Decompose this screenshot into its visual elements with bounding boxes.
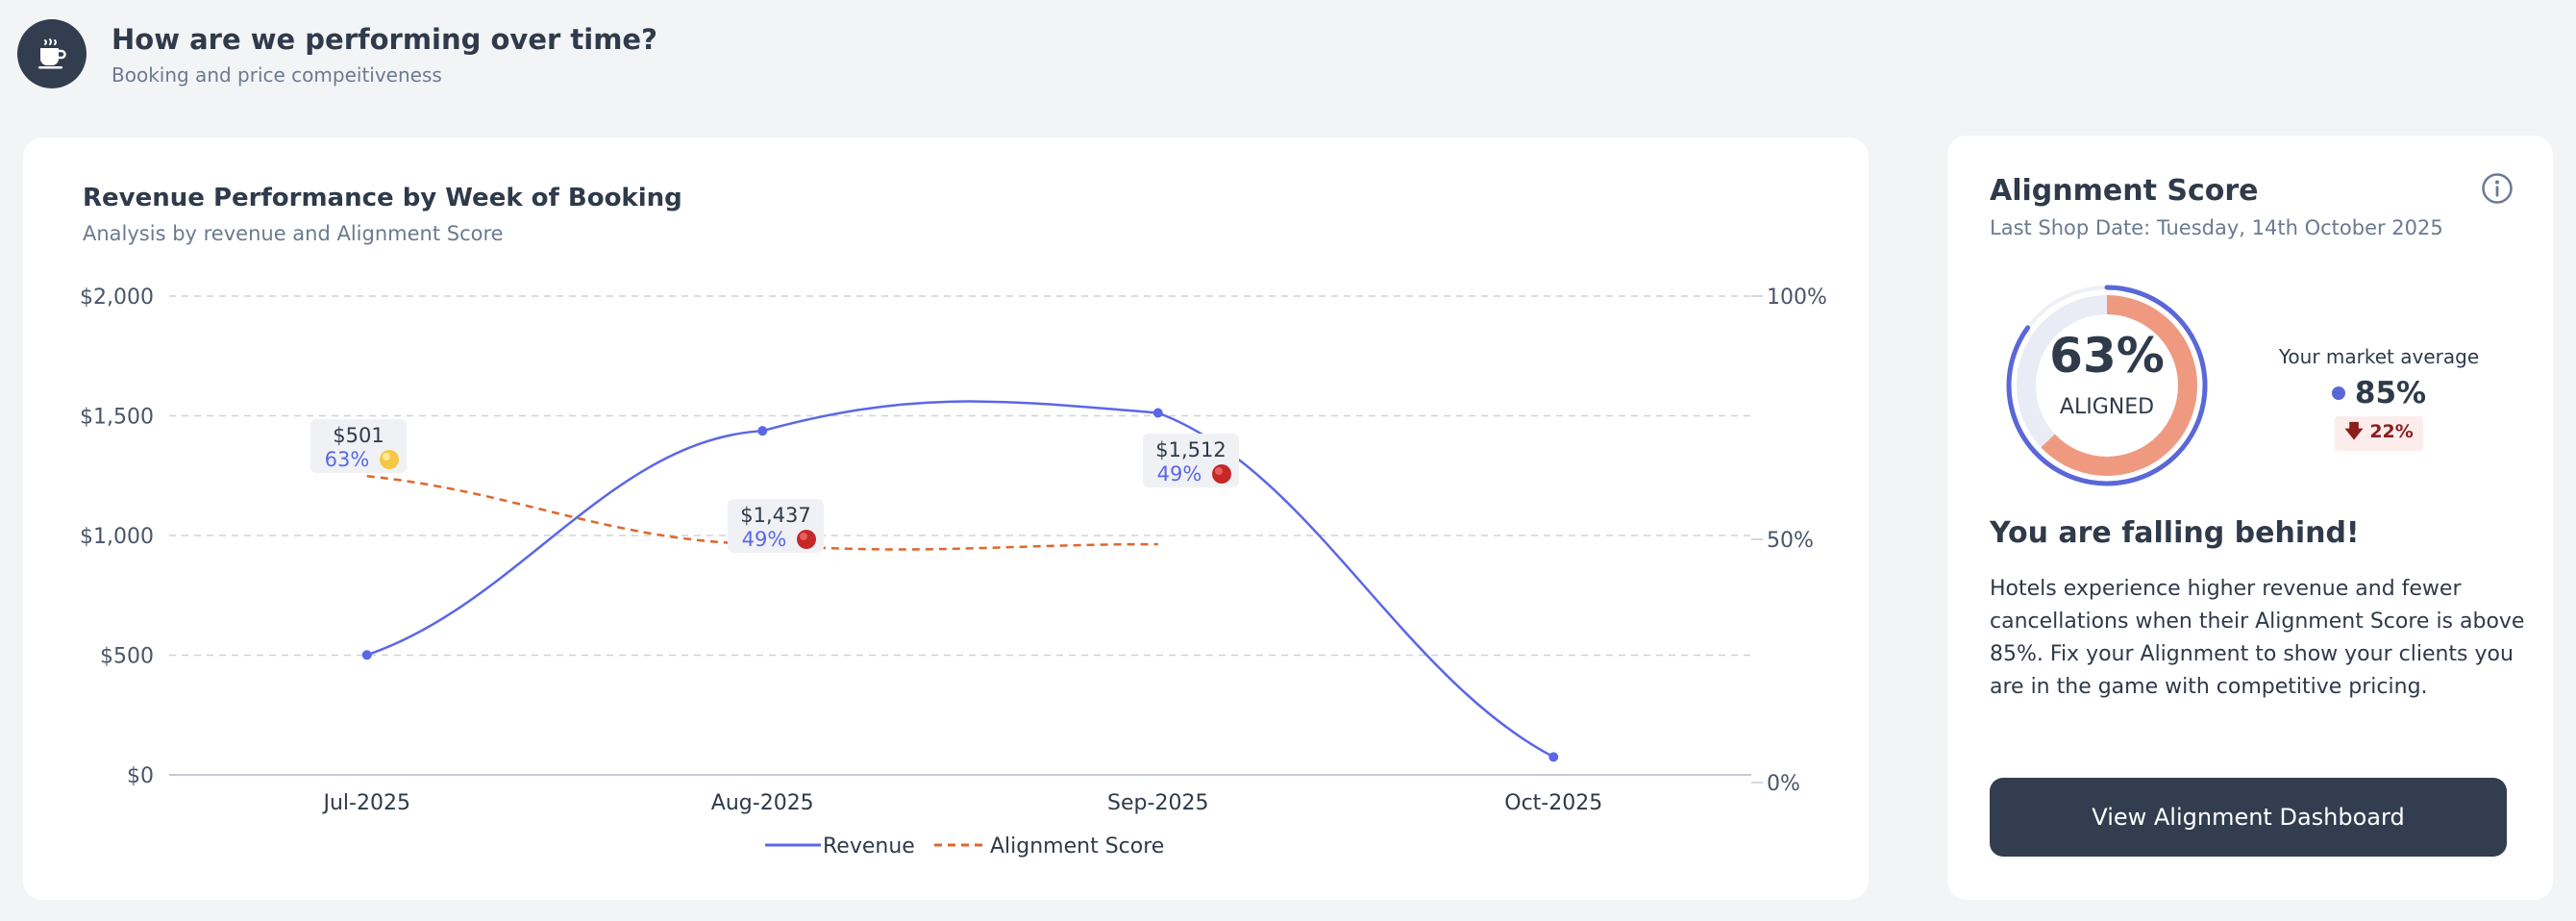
red-status-icon [797,530,816,549]
revenue-line [366,400,1554,759]
y-tick-label: $1,000 [80,525,154,549]
difference-badge: 🡇 22% [2335,416,2423,451]
revenue-point [757,426,768,436]
revenue-point [1152,408,1163,418]
alignment-score-arc [2017,295,2197,476]
status-title: You are falling behind! [1990,516,2360,550]
yellow-status-icon [380,450,399,469]
market-average-arc [2006,285,2208,486]
score-data-label: 49% [742,528,787,551]
x-tick-label: Sep-2025 [1107,791,1208,815]
red-status-icon [1212,464,1231,484]
alignment-title: Alignment Score [1990,174,2259,208]
page-title: How are we performing over time? [111,23,657,56]
status-text: Hotels experience higher revenue and few… [1990,577,2525,699]
y2-tick-label: 50% [1767,529,1814,553]
market-average-label: Your market average [2278,345,2480,368]
x-tick-label: Jul-2025 [322,791,410,815]
market-average-value: 85% [2354,376,2427,411]
alignment-score-value: 63% [2049,328,2165,384]
status-icon-highlight [800,533,807,540]
y-tick-label: $2,000 [80,286,154,310]
revenue-point [1548,752,1559,762]
market-dot-icon [2331,386,2345,400]
alignment-gauge: 63% ALIGNED [2003,282,2211,489]
score-data-label: 49% [1157,462,1202,485]
revenue-chart: $0 $500 $1,000 $1,500 $2,000 0% 50% 100% Jul-202… [80,286,1827,859]
revenue-data-label: $501 [333,424,384,447]
revenue-data-label: $1,512 [1155,438,1226,461]
chart-title: Revenue Performance by Week of Booking [83,184,682,212]
x-tick-label: Aug-2025 [711,791,814,815]
y-tick-label: $0 [127,764,154,788]
y-tick-label: $1,500 [80,406,154,430]
score-data-label: 63% [325,448,370,471]
last-shop-date: Last Shop Date: Tuesday, 14th October 20… [1990,216,2443,239]
status-icon-highlight [383,453,390,460]
chart-subtitle: Analysis by revenue and Alignment Score [83,222,504,245]
legend-revenue-label: Revenue [823,834,915,859]
page-header: How are we performing over time? Booking… [17,19,657,88]
info-icon[interactable] [2481,172,2514,205]
page-subtitle: Booking and price compeitiveness [111,63,442,87]
view-alignment-dashboard-button[interactable]: View Alignment Dashboard [1990,778,2507,857]
y-tick-label: $500 [100,645,154,669]
legend-score-label: Alignment Score [990,834,1164,859]
revenue-data-label: $1,437 [740,504,810,527]
status-icon-highlight [1215,467,1223,475]
revenue-point [361,650,372,660]
x-tick-label: Oct-2025 [1504,791,1602,815]
y2-tick-label: 100% [1767,286,1827,310]
revenue-chart-card: Revenue Performance by Week of Booking A… [23,137,1869,900]
alignment-score-caption: ALIGNED [2059,395,2155,419]
coffee-cup-icon [17,19,87,88]
market-average: Your market average 85% 🡇 22% [2268,345,2489,451]
y2-tick-label: 0% [1767,772,1800,796]
alignment-score-card: Alignment Score Last Shop Date: Tuesday,… [1947,136,2553,900]
